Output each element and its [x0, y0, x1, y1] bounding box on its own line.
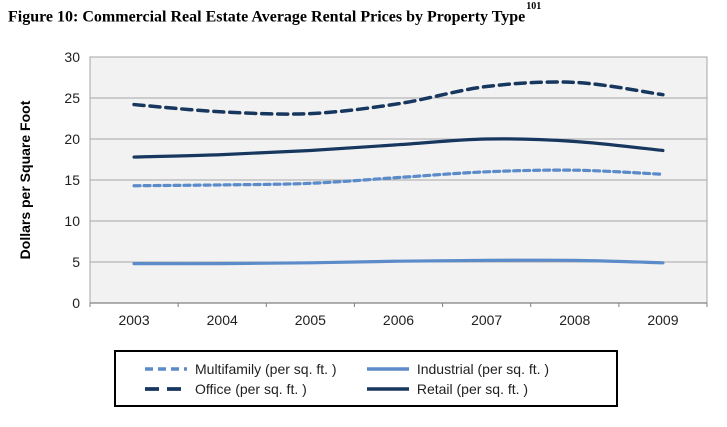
- x-tick-label-2004: 2004: [207, 312, 238, 328]
- figure-title-text: Figure 10: Commercial Real Estate Averag…: [8, 8, 526, 26]
- legend-item-multifamily: Multifamily (per sq. ft. ): [144, 361, 366, 377]
- legend-item-office: Office (per sq. ft. ): [144, 381, 366, 397]
- legend-sample-office-line: [145, 386, 187, 391]
- legend-sample-industrial-line: [366, 366, 409, 371]
- y-tick-label-15: 15: [64, 172, 80, 188]
- legend-item-retail: Retail (per sq. ft. ): [366, 381, 616, 397]
- legend-label-office: Office (per sq. ft. ): [195, 380, 307, 397]
- y-tick-label-20: 20: [64, 131, 80, 147]
- legend: Multifamily (per sq. ft. ) Industrial (p…: [114, 350, 618, 407]
- legend-label-retail: Retail (per sq. ft. ): [416, 380, 529, 397]
- x-tick-label-2008: 2008: [559, 312, 590, 328]
- series-line-industrial: [132, 258, 665, 266]
- y-tick-label-10: 10: [64, 213, 80, 229]
- figure-title: Figure 10: Commercial Real Estate Averag…: [8, 1, 541, 26]
- y-tick-label-30: 30: [64, 49, 80, 65]
- x-tick-label-2009: 2009: [647, 312, 678, 328]
- x-tick-label-2007: 2007: [471, 312, 502, 328]
- y-tick-label-25: 25: [64, 90, 80, 106]
- series-line-office: [132, 80, 665, 116]
- y-tick-label-5: 5: [72, 254, 80, 270]
- figure-footnote-ref: 101: [526, 1, 542, 12]
- x-tick-label-2006: 2006: [383, 312, 414, 328]
- x-tick-label-2003: 2003: [118, 312, 149, 328]
- legend-sample-retail-line: [366, 386, 409, 391]
- y-axis-title: Dollars per Square Foot: [17, 100, 33, 259]
- series-line-multifamily: [132, 168, 665, 188]
- series-line-retail: [132, 137, 665, 159]
- legend-sample-multifamily-line: [145, 366, 187, 371]
- legend-item-industrial: Industrial (per sq. ft. ): [366, 361, 616, 377]
- legend-label-industrial: Industrial (per sq. ft. ): [416, 360, 550, 377]
- y-tick-label-0: 0: [72, 295, 80, 311]
- x-tick-label-2005: 2005: [295, 312, 326, 328]
- rental-price-chart: 0 5 10 15 20 25 30 2003 2004 2005 2006 2007 2008 2009…: [17, 49, 708, 328]
- legend-label-multifamily: Multifamily (per sq. ft. ): [195, 360, 337, 377]
